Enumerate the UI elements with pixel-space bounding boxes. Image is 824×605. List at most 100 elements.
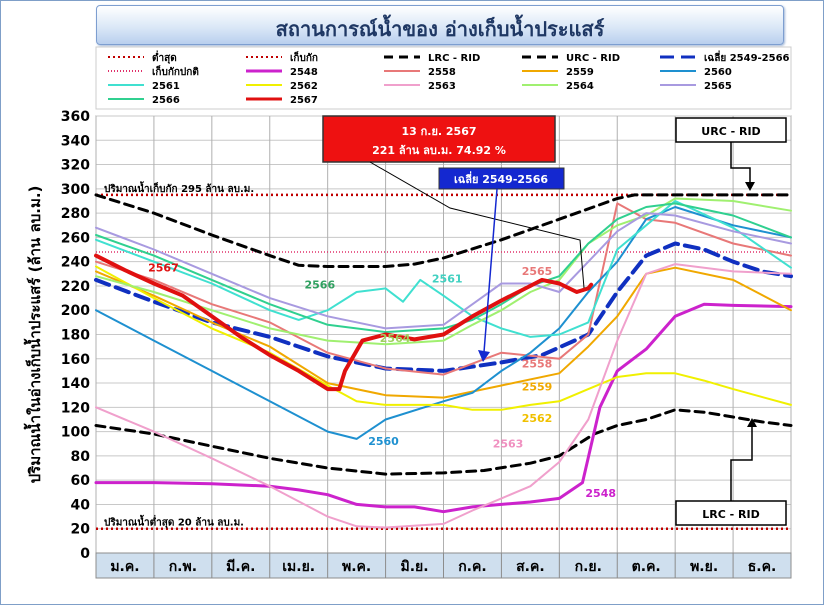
series-label-2565: 2565: [522, 265, 553, 278]
legend-item: 2565: [704, 81, 732, 92]
y-tick-label-220: 220: [61, 279, 90, 295]
legend-item: LRC - RID: [428, 53, 480, 64]
current-callout-box: [322, 115, 556, 163]
series-line-เฉลี่ย2549-2566: [94, 241, 793, 373]
y-tick-label-80: 80: [71, 449, 91, 465]
legend-item: 2564: [566, 81, 594, 92]
y-tick-label-120: 120: [61, 400, 90, 416]
urc-callout: URC - RID: [675, 117, 787, 191]
current-callout-leader: [369, 161, 585, 289]
series-line-2564: [95, 197, 792, 346]
y-tick-label-200: 200: [61, 303, 90, 319]
y-tick-label-340: 340: [61, 133, 90, 149]
month-label: มิ.ย.: [401, 559, 429, 575]
urc-callout-pointer: [730, 142, 751, 184]
month-label: ธ.ค.: [748, 559, 777, 575]
series-label-2548: 2548: [585, 487, 616, 500]
series-label-2563: 2563: [493, 437, 524, 450]
legend-item: 2548: [290, 67, 318, 78]
series-line-URC-RID: [94, 193, 793, 268]
series-line-LRC-RID: [94, 408, 793, 476]
lrc-callout: LRC - RID: [675, 418, 787, 526]
month-label: ต.ค.: [632, 559, 661, 575]
legend-item: 2559: [566, 67, 594, 78]
y-tick-label-260: 260: [61, 230, 90, 246]
average-callout-pointer: [483, 188, 498, 353]
ref-label-20: ปริมาณน้ำต่ำสุด 20 ล้าน ลบ.ม.: [104, 515, 244, 529]
legend-item: 2558: [428, 67, 456, 78]
series-label-2561: 2561: [432, 272, 463, 285]
legend-item: เก็บกักปกติ: [152, 64, 199, 78]
legend-item: 2563: [428, 81, 456, 92]
average-callout-arrowhead: [478, 350, 490, 362]
urc-callout-box: [675, 117, 787, 143]
lrc-callout-text: LRC - RID: [702, 508, 759, 521]
y-tick-label-280: 280: [61, 206, 90, 222]
month-label: พ.ค.: [342, 559, 371, 575]
month-label: ส.ค.: [516, 559, 545, 575]
chart-title: สถานการณ์น้ำของ อ่างเก็บน้ำประแสร์: [275, 17, 605, 41]
series-label-2567: 2567: [148, 261, 179, 274]
legend-item: ต่ำสุด: [152, 50, 177, 64]
lrc-callout-pointer: [730, 425, 753, 501]
y-tick-label-60: 60: [71, 473, 91, 489]
chart-title-bar: สถานการณ์น้ำของ อ่างเก็บน้ำประแสร์: [96, 5, 784, 45]
current-callout-date: 13 ก.ย. 2567: [401, 125, 476, 138]
y-tick-label-320: 320: [61, 158, 90, 174]
series-line-2560: [95, 206, 792, 440]
month-label: เม.ย.: [282, 559, 315, 575]
current-callout-value: 221 ล้าน ลบ.ม. 74.92 %: [372, 144, 506, 157]
current-value-callout: 13 ก.ย. 2567 221 ล้าน ลบ.ม. 74.92 %: [322, 115, 585, 289]
y-tick-label-20: 20: [71, 522, 91, 538]
reference-lines: ปริมาณน้ำต่ำสุด 20 ล้าน ลบ.ม. ปริมาณน้ำเก…: [96, 181, 791, 530]
average-callout: เฉลี่ย 2549-2566: [438, 167, 565, 362]
legend-box: [95, 46, 792, 110]
series-label-2566: 2566: [305, 278, 336, 291]
average-callout-box: [438, 167, 565, 190]
month-label: มี.ค.: [226, 559, 255, 575]
y-tick-label-300: 300: [61, 182, 90, 198]
lrc-callout-arrowhead: [747, 418, 757, 427]
ref-label-295: ปริมาณน้ำเก็บกัก 295 ล้าน ลบ.ม.: [104, 181, 254, 195]
series-line-2561: [95, 200, 792, 338]
series-group: [94, 193, 793, 529]
series-line-2563: [95, 263, 792, 529]
legend-item: 2566: [152, 95, 180, 106]
y-tick-label-140: 140: [61, 376, 90, 392]
urc-callout-arrowhead: [745, 182, 755, 191]
month-label: ม.ค.: [110, 559, 139, 575]
y-tick-label-40: 40: [71, 497, 91, 513]
legend-item: 2561: [152, 81, 180, 92]
urc-callout-text: URC - RID: [701, 125, 760, 138]
series-line-2565: [95, 212, 792, 330]
series-label-2558: 2558: [522, 357, 553, 370]
month-label: ก.ย.: [575, 559, 602, 575]
series-line-2566: [95, 202, 792, 334]
series-line-2567: [94, 253, 594, 392]
average-callout-text: เฉลี่ย 2549-2566: [454, 171, 548, 186]
series-line-2562: [95, 265, 792, 411]
lrc-callout-box: [675, 500, 787, 526]
series-label-2564: 2564: [380, 332, 411, 345]
legend-item: เฉลี่ย 2549-2566: [704, 50, 790, 64]
y-tick-label-0: 0: [80, 546, 90, 562]
legend-item: 2562: [290, 81, 318, 92]
y-tick-label-100: 100: [61, 425, 90, 441]
series-line-2558: [95, 202, 792, 376]
legend-item: URC - RID: [566, 53, 620, 64]
legend-item: 2560: [704, 67, 732, 78]
series-label-2562: 2562: [522, 412, 553, 425]
legend-item: เก็บกัก: [290, 50, 318, 64]
y-tick-label-360: 360: [61, 109, 90, 125]
y-axis-label: ปริมาณน้ำในอ่างเก็บน้ำประแสร์ (ล้าน ลบ.ม…: [23, 186, 44, 484]
month-label: ก.ค.: [458, 559, 486, 575]
series-label-2560: 2560: [368, 435, 399, 448]
series-line-2548: [94, 302, 793, 514]
legend: ต่ำสุด เก็บกัก LRC - RID URC - RID เฉลี่ย 25…: [95, 46, 792, 110]
y-tick-label-180: 180: [61, 328, 90, 344]
legend-item: 2567: [290, 95, 318, 106]
y-tick-label-160: 160: [61, 352, 90, 368]
month-label: พ.ย.: [690, 559, 718, 575]
y-tick-label-240: 240: [61, 255, 90, 271]
